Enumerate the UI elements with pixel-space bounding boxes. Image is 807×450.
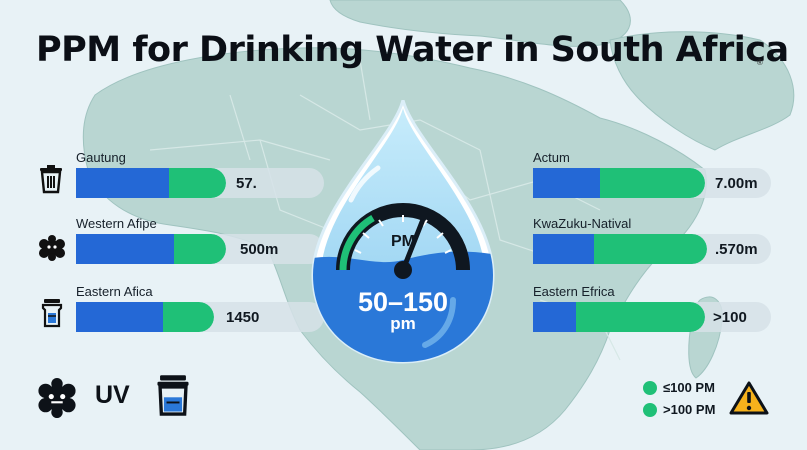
particle-cluster-icon	[38, 378, 76, 418]
trash-bin-icon	[40, 165, 62, 194]
region-label: KwaZuku-Natival	[533, 216, 632, 231]
region-label: Actum	[533, 150, 570, 165]
bar-segment-blue	[76, 302, 163, 332]
ppm-bar	[76, 168, 226, 198]
water-drop-gauge	[311, 100, 495, 364]
legend-label: ≤100 PM	[663, 380, 715, 395]
bar-segment-blue	[533, 302, 576, 332]
region-row-eastern-efrica: Eastern Efrica >100	[533, 284, 773, 344]
uv-label: UV	[95, 381, 130, 409]
bar-segment-blue	[76, 168, 169, 198]
region-value: >100	[713, 309, 747, 326]
ppm-bar	[76, 302, 214, 332]
region-label: Western Afipe	[76, 216, 157, 231]
bar-segment-green	[169, 168, 226, 198]
water-fill	[313, 251, 493, 362]
ppm-bar	[533, 234, 707, 264]
region-row-gautung: Gautung 57.	[36, 150, 324, 210]
legend-swatch	[643, 381, 657, 395]
ppm-bar	[76, 234, 226, 264]
region-value: 57.	[236, 175, 257, 192]
page-title: PPM for Drinking Water in South Africa	[36, 30, 789, 70]
region-label: Eastern Afica	[76, 284, 153, 299]
bar-segment-green	[173, 234, 226, 264]
water-filter-icon	[41, 299, 63, 328]
warning-triangle-icon	[729, 381, 769, 415]
bar-segment-green	[576, 302, 705, 332]
bar-segment-blue	[533, 168, 601, 198]
particle-cluster-icon	[39, 235, 65, 261]
legend-swatch	[643, 403, 657, 417]
region-row-eastern-afica: Eastern Afica 1450	[36, 284, 324, 344]
bar-segment-green	[600, 168, 705, 198]
europe-landmass	[329, 0, 631, 47]
region-label: Eastern Efrica	[533, 284, 615, 299]
ppm-bar	[533, 302, 705, 332]
region-value: 500m	[240, 241, 279, 258]
gauge-hub	[394, 261, 412, 279]
bar-segment-blue	[533, 234, 594, 264]
region-label: Gautung	[76, 150, 126, 165]
region-row-kwazuku-natival: KwaZuku-Natival .570m	[533, 216, 773, 276]
region-row-western-afipe: Western Afipe 500m	[36, 216, 324, 276]
ppm-range-value: 50–150	[357, 287, 449, 317]
speedometer-icon	[336, 203, 470, 279]
region-value: 1450	[226, 309, 260, 326]
ppm-bar	[533, 168, 705, 198]
region-value: 7.00m	[715, 175, 758, 192]
arabia-landmass	[609, 31, 795, 151]
bar-segment-green	[162, 302, 214, 332]
country-borders	[149, 59, 621, 361]
region-value: .570m	[715, 241, 758, 258]
ppm-range-unit: pm	[390, 314, 416, 333]
legend-label: >100 PM	[663, 402, 716, 417]
gauge-label: PM	[391, 233, 415, 250]
bar-segment-blue	[76, 234, 174, 264]
water-jar-icon	[157, 375, 189, 416]
bar-segment-green	[593, 234, 707, 264]
registered-mark: ®	[757, 58, 763, 67]
region-row-actum: Actum 7.00m	[533, 150, 773, 210]
